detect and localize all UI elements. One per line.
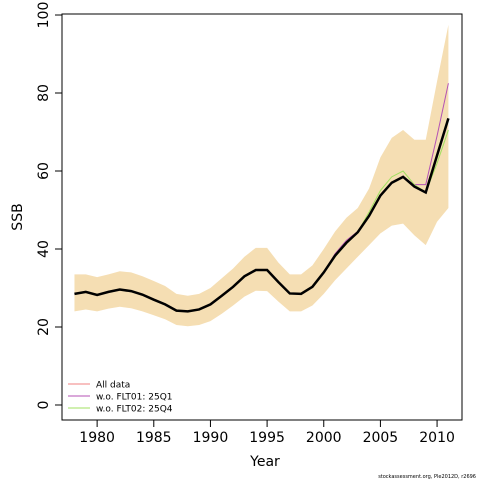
x-tick-label: 2005 xyxy=(363,430,399,446)
series-line xyxy=(74,117,450,313)
x-tick-label: 1995 xyxy=(249,430,285,446)
y-tick-label: 0 xyxy=(36,401,52,410)
y-tick-label: 40 xyxy=(36,240,52,258)
y-tick-label: 80 xyxy=(36,84,52,102)
x-tick-label: 1990 xyxy=(193,430,229,446)
x-tick-label: 1980 xyxy=(79,430,115,446)
legend-label: w.o. FLT01: 25Q1 xyxy=(96,393,173,403)
footnote: stockassessment.org, Ple2012D, r2696 xyxy=(378,474,476,480)
confidence-band xyxy=(74,24,449,327)
x-tick-label: 1985 xyxy=(136,430,172,446)
y-tick-label: 20 xyxy=(36,318,52,336)
legend-label: w.o. FLT02: 25Q4 xyxy=(96,405,173,415)
legend-label: All data xyxy=(96,381,130,391)
x-tick-label: 2010 xyxy=(419,430,455,446)
x-axis-label: Year xyxy=(249,454,280,470)
x-tick-label: 2000 xyxy=(306,430,342,446)
y-tick-label: 60 xyxy=(36,162,52,180)
y-axis-label: SSB xyxy=(10,203,26,230)
y-tick-label: 100 xyxy=(36,2,52,29)
